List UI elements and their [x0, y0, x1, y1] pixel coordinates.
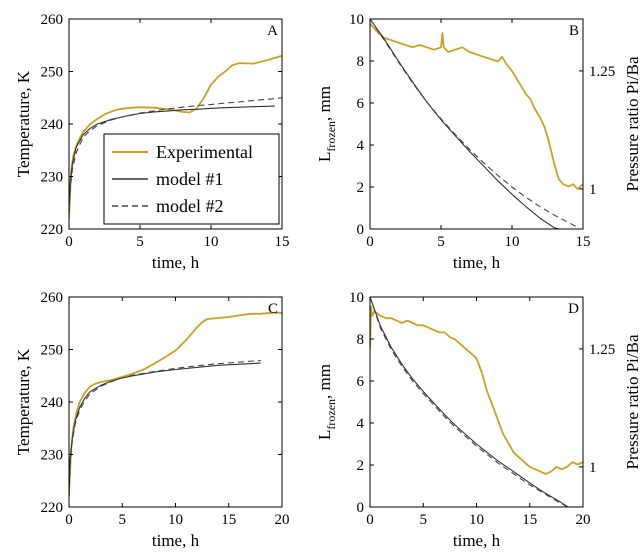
legend-label: model #1 — [156, 169, 224, 189]
y-tick-label: 260 — [41, 290, 64, 306]
series-model2-line-b — [370, 19, 579, 229]
legend-label: Experimental — [156, 142, 253, 162]
y-right-tick-label: 1 — [589, 460, 597, 476]
x-tick-label: 10 — [469, 512, 484, 528]
series-model2-line-a — [69, 97, 282, 214]
series-model1-line-d — [370, 297, 569, 507]
panel-a: 0 5 10 15 220 230 240 250 260 time, h Temperature,… — [14, 12, 290, 272]
x-tick-label: 0 — [366, 512, 374, 528]
panel-d: 0 5 10 15 20 0 2 4 6 8 10 1 1.25 Pressure ratio Pi/Ba… — [315, 290, 642, 550]
series-experimental-line-b — [370, 23, 583, 190]
y-tick-label: 230 — [41, 170, 64, 186]
y-tick-label: 6 — [357, 96, 365, 112]
y-axis-label-main: L — [315, 152, 334, 162]
panel-c: 0 5 10 15 20 220 230 240 250 260 time, h Temperatur… — [14, 290, 290, 550]
y-tick-label: 250 — [41, 343, 64, 359]
y-axis-label: Temperature, K — [14, 70, 33, 177]
y-axis-label-suffix: , mm — [315, 364, 334, 399]
y-axis-label-sub: frozen — [324, 121, 338, 152]
x-tick-label: 0 — [366, 234, 374, 250]
x-axis-label: time, h — [152, 531, 200, 550]
panel-b: 0 5 10 15 0 2 4 6 8 10 1 1.25 Pressure ratio Pi/Ba ti… — [315, 12, 642, 272]
y-right-tick-label: 1.25 — [589, 342, 615, 358]
x-tick-label: 5 — [437, 234, 445, 250]
y-tick-label: 4 — [357, 138, 365, 154]
y-axis-label: Temperature, K — [14, 348, 33, 455]
panel-letter: D — [568, 301, 579, 317]
y-tick-label: 230 — [41, 448, 64, 464]
x-tick-label: 10 — [168, 512, 183, 528]
x-tick-label: 20 — [576, 512, 591, 528]
y-tick-label: 220 — [41, 222, 64, 238]
axes-box — [369, 296, 584, 508]
y-tick-label: 220 — [41, 500, 64, 516]
y-right-tick-label: 1.25 — [589, 64, 615, 80]
y-tick-label: 0 — [357, 222, 365, 238]
x-axis-label: time, h — [152, 253, 200, 272]
x-axis-label: time, h — [453, 531, 501, 550]
series-model2-line-d — [370, 297, 569, 507]
x-tick-label: 15 — [221, 512, 236, 528]
x-tick-label: 0 — [65, 234, 73, 250]
x-tick-label: 15 — [522, 512, 537, 528]
y-right-tick-label: 1 — [589, 182, 597, 198]
series-experimental-line-d — [370, 305, 583, 475]
x-tick-label: 20 — [275, 512, 290, 528]
panel-letter: A — [267, 23, 278, 39]
panel-letter: B — [569, 23, 579, 39]
axes-box — [68, 296, 283, 508]
y-axis-right-label: Pressure ratio Pi/Ba — [623, 334, 642, 469]
y-tick-label: 10 — [349, 290, 364, 306]
y-tick-label: 2 — [357, 180, 365, 196]
y-axis-label-sub: frozen — [324, 399, 338, 430]
y-tick-label: 240 — [41, 117, 64, 133]
x-tick-label: 0 — [65, 512, 73, 528]
x-tick-label: 15 — [275, 234, 290, 250]
y-tick-label: 8 — [357, 54, 365, 70]
x-tick-label: 15 — [576, 234, 591, 250]
y-axis-label: Lfrozen, mm — [315, 364, 338, 440]
x-tick-label: 10 — [505, 234, 520, 250]
panel-letter: C — [268, 301, 278, 317]
y-tick-label: 2 — [357, 458, 365, 474]
y-axis-right-label: Pressure ratio Pi/Ba — [623, 56, 642, 191]
axes-box — [369, 18, 584, 230]
x-tick-label: 5 — [136, 234, 144, 250]
y-axis-label-main: L — [315, 430, 334, 440]
y-tick-label: 240 — [41, 395, 64, 411]
y-axis-label-suffix: , mm — [315, 86, 334, 121]
series-model2-line-c — [69, 359, 261, 497]
series-experimental-line-c — [69, 311, 282, 497]
y-axis-label: Lfrozen, mm — [315, 86, 338, 162]
y-tick-label: 4 — [357, 416, 365, 432]
legend-label: model #2 — [156, 196, 224, 216]
y-tick-label: 10 — [349, 12, 364, 28]
x-tick-label: 10 — [204, 234, 219, 250]
series-model1-line-b — [370, 19, 560, 229]
y-tick-label: 0 — [357, 500, 365, 516]
y-tick-label: 250 — [41, 65, 64, 81]
y-tick-label: 6 — [357, 374, 365, 390]
series-experimental-line-a — [69, 54, 282, 219]
y-tick-label: 8 — [357, 332, 365, 348]
x-axis-label: time, h — [453, 253, 501, 272]
y-tick-label: 260 — [41, 12, 64, 28]
x-tick-label: 5 — [420, 512, 428, 528]
x-tick-label: 5 — [119, 512, 127, 528]
